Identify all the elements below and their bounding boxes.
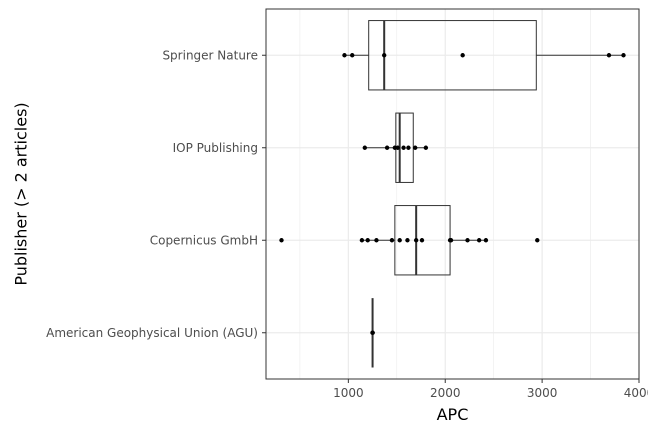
y-tick-label: American Geophysical Union (AGU): [46, 326, 258, 340]
data-point: [279, 238, 284, 243]
data-point: [413, 145, 418, 150]
y-axis-title: Publisher (> 2 articles): [12, 102, 31, 285]
data-point: [381, 53, 387, 58]
data-point: [401, 145, 406, 150]
data-point: [419, 238, 425, 243]
x-tick-label: 1000: [333, 386, 364, 400]
data-point: [350, 53, 355, 58]
y-tick-label: Copernicus GmbH: [150, 233, 258, 247]
x-tick-label: 3000: [527, 386, 558, 400]
data-point: [476, 238, 482, 243]
data-point: [465, 238, 470, 243]
data-point: [389, 238, 395, 243]
data-point: [535, 238, 540, 243]
x-tick-label: 4000: [624, 386, 648, 400]
data-point: [606, 53, 612, 58]
data-point: [448, 238, 454, 243]
data-point: [413, 238, 419, 243]
data-point: [423, 145, 429, 150]
data-points: [279, 53, 626, 335]
y-tick-label: Springer Nature: [162, 48, 258, 62]
data-point: [374, 238, 379, 243]
x-axis-title: APC: [437, 405, 469, 424]
data-point: [621, 53, 626, 58]
data-point: [460, 53, 465, 58]
data-point: [362, 145, 368, 150]
data-point: [406, 145, 411, 150]
grid-lines: [266, 9, 640, 379]
panel-background: [266, 9, 639, 379]
data-point: [370, 330, 375, 335]
data-point: [395, 145, 400, 150]
data-point: [483, 238, 489, 243]
y-axis-ticks: American Geophysical Union (AGU) Copernic…: [46, 48, 266, 340]
data-point: [405, 238, 410, 243]
x-axis-ticks: 1000 2000 3000 4000: [333, 379, 648, 400]
data-point: [384, 145, 390, 150]
data-point: [359, 238, 365, 243]
y-tick-label: IOP Publishing: [173, 141, 258, 155]
data-point: [397, 238, 402, 243]
data-point: [365, 238, 370, 243]
box: [368, 20, 537, 91]
panel-border: [265, 8, 640, 380]
data-point: [342, 53, 347, 58]
x-tick-label: 2000: [430, 386, 461, 400]
